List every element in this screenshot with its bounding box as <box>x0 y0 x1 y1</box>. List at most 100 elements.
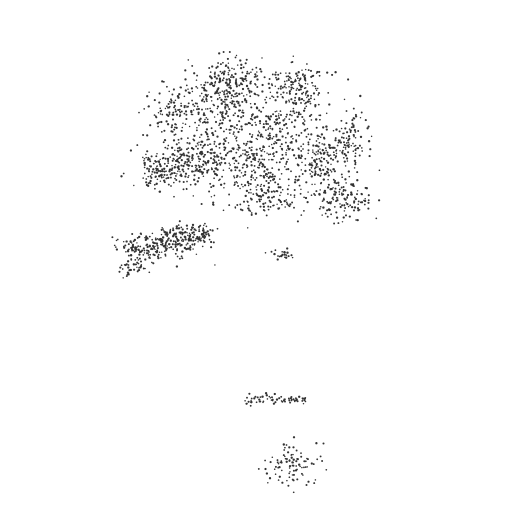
upper-mass-dot <box>279 145 282 148</box>
upper-mass-dot <box>200 165 203 168</box>
upper-mass-dot <box>324 147 327 150</box>
upper-mass-dot <box>244 77 247 80</box>
upper-mass-dot <box>356 171 359 174</box>
upper-mass-dot <box>306 100 310 103</box>
upper-mass-dot <box>292 137 294 140</box>
upper-mass-dot <box>238 155 241 158</box>
upper-mass-dot <box>265 180 268 182</box>
upper-mass-dot <box>235 85 238 88</box>
upper-mass-dot <box>285 115 288 118</box>
upper-mass-dot <box>327 91 330 94</box>
left-lobe-dot <box>138 267 140 269</box>
upper-mass-dot <box>280 85 282 87</box>
upper-mass-dot <box>361 150 364 152</box>
left-lobe-dot <box>201 235 205 238</box>
upper-mass-dot <box>322 178 325 181</box>
upper-mass-dot <box>318 74 321 77</box>
upper-mass-dot <box>155 171 159 174</box>
upper-mass-dot <box>285 163 287 166</box>
upper-mass-dot <box>212 133 215 137</box>
upper-mass-dot <box>284 166 286 168</box>
upper-mass-dot <box>193 134 196 137</box>
left-lobe-dot <box>198 237 201 240</box>
upper-mass-dot <box>260 133 263 136</box>
upper-mass-dot <box>173 104 176 107</box>
upper-mass-dot <box>247 153 250 156</box>
upper-mass-dot <box>352 117 355 120</box>
upper-mass-dot <box>204 130 207 133</box>
upper-mass-dot <box>253 171 257 174</box>
upper-mass-dot <box>274 110 277 113</box>
upper-mass-dot <box>334 187 337 190</box>
upper-mass-dot <box>174 110 177 113</box>
upper-mass-dot <box>237 184 239 187</box>
left-lobe-dot <box>160 243 162 246</box>
upper-mass-dot <box>340 186 343 189</box>
lower-strip-dot <box>255 401 258 404</box>
upper-mass-dot <box>301 73 304 76</box>
upper-mass-dot <box>324 172 327 176</box>
upper-mass-dot <box>246 181 249 184</box>
upper-mass-dot <box>355 219 357 221</box>
upper-mass-dot <box>293 194 296 197</box>
upper-mass-dot <box>209 143 212 145</box>
upper-mass-dot <box>292 83 294 86</box>
upper-mass-dot <box>230 97 233 99</box>
upper-mass-dot <box>174 99 177 102</box>
upper-mass-dot <box>214 120 218 124</box>
upper-mass-dot <box>210 127 213 130</box>
left-lobe-dot <box>174 241 177 244</box>
upper-mass-dot <box>342 146 345 148</box>
left-lobe-dot <box>143 252 146 254</box>
upper-mass-dot <box>170 130 173 133</box>
left-lobe-dot <box>178 242 181 245</box>
upper-mass-dot <box>233 184 236 186</box>
bottom-cluster-dot <box>305 484 308 486</box>
upper-mass-dot <box>168 170 171 173</box>
upper-mass-dot <box>338 191 341 193</box>
upper-mass-dot <box>310 194 313 197</box>
upper-mass-dot <box>219 152 222 155</box>
upper-mass-dot <box>267 186 271 189</box>
upper-mass-dot <box>269 125 272 128</box>
upper-mass-dot <box>332 178 335 181</box>
left-lobe-dot <box>139 260 143 263</box>
upper-mass-dot <box>359 94 362 98</box>
upper-mass-dot <box>345 202 347 204</box>
upper-mass-dot <box>236 114 240 118</box>
upper-mass-dot <box>179 171 181 173</box>
upper-mass-dot <box>226 57 229 60</box>
bottom-cluster-dot <box>271 456 274 459</box>
upper-mass-dot <box>235 79 237 82</box>
upper-mass-dot <box>299 113 302 116</box>
upper-mass-dot <box>264 172 268 176</box>
upper-mass-dot <box>195 166 197 169</box>
upper-mass-dot <box>263 150 266 153</box>
upper-mass-dot <box>260 198 263 201</box>
upper-mass-dot <box>253 156 256 159</box>
upper-mass-dot <box>364 198 366 200</box>
upper-mass-dot <box>241 100 244 103</box>
upper-mass-dot <box>345 182 347 184</box>
small-center-cluster-dot <box>264 252 267 254</box>
upper-mass-dot <box>142 133 145 137</box>
upper-mass-dot <box>221 79 224 82</box>
upper-mass-dot <box>195 85 198 88</box>
upper-mass-dot <box>230 74 233 77</box>
upper-mass-dot <box>333 154 336 156</box>
lower-strip-dot <box>269 397 272 399</box>
upper-mass-dot <box>295 140 298 143</box>
left-lobe-dot <box>125 250 127 253</box>
upper-mass-dot <box>354 148 357 152</box>
upper-mass-dot <box>228 51 231 53</box>
upper-mass-dot <box>245 159 248 162</box>
lower-strip-dot <box>284 400 286 403</box>
upper-mass-dot <box>246 70 249 73</box>
upper-mass-dot <box>265 101 268 104</box>
upper-mass-dot <box>245 189 249 193</box>
upper-mass-dot <box>195 129 198 132</box>
upper-mass-dot <box>272 153 275 155</box>
upper-mass-dot <box>341 193 344 196</box>
upper-mass-dot <box>177 138 180 141</box>
upper-mass-dot <box>189 161 192 164</box>
